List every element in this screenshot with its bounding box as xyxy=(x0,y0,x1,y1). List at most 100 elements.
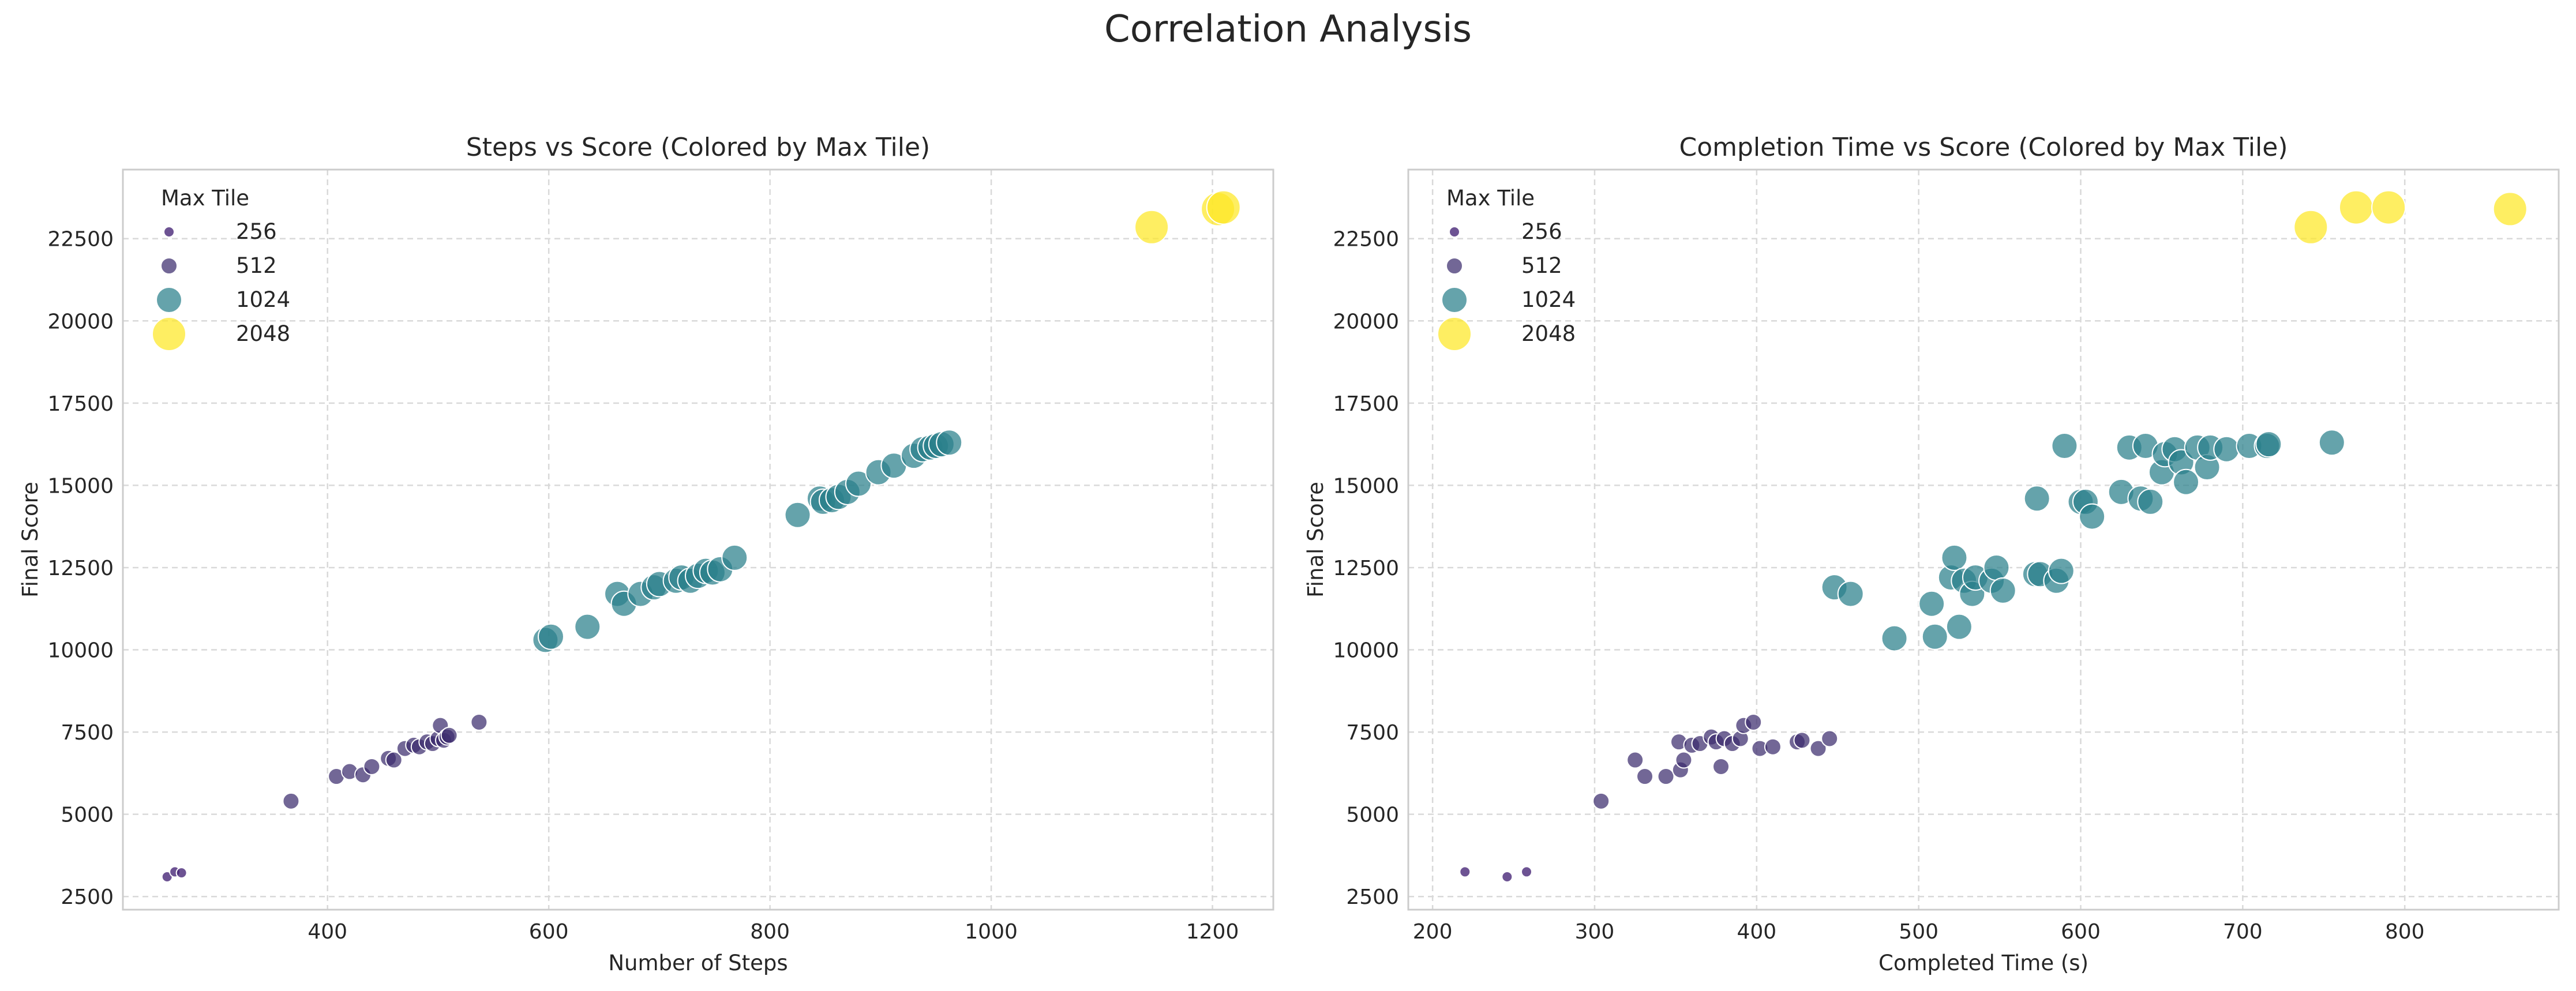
right-x-tick-label: 600 xyxy=(2061,920,2101,944)
right-y-tick-label: 2500 xyxy=(1346,885,1399,909)
left-legend-label-2048: 2048 xyxy=(236,321,290,346)
right-legend-label-1024: 1024 xyxy=(1521,287,1576,312)
right-data-point-512 xyxy=(1821,730,1839,748)
right-legend-title: Max Tile xyxy=(1446,186,1535,211)
right-y-tick-label: 17500 xyxy=(1333,392,1399,416)
left-data-point-1024 xyxy=(784,501,811,528)
right-data-point-1024 xyxy=(1921,623,1948,650)
right-plot-area xyxy=(1408,170,2559,910)
right-y-axis-label: Final Score xyxy=(1303,482,1328,598)
right-x-tick-label: 800 xyxy=(2385,920,2425,944)
left-y-tick-label: 10000 xyxy=(47,639,114,663)
left-data-point-512 xyxy=(470,713,488,731)
right-legend-label-256: 256 xyxy=(1521,219,1562,244)
left-legend-marker-512 xyxy=(160,257,178,275)
left-legend-label-1024: 1024 xyxy=(236,287,290,312)
right-data-point-2048 xyxy=(2371,190,2406,225)
right-y-tick-label: 10000 xyxy=(1333,639,1399,663)
right-data-point-512 xyxy=(1809,740,1827,757)
right-data-point-512 xyxy=(1793,731,1811,749)
right-data-point-2048 xyxy=(2293,209,2328,245)
right-x-axis-label: Completed Time (s) xyxy=(1878,951,2088,975)
left-data-point-512 xyxy=(385,751,403,769)
right-x-tick-label: 500 xyxy=(1899,920,1938,944)
right-data-point-512 xyxy=(1626,751,1644,769)
right-data-point-1024 xyxy=(1989,577,2016,604)
left-y-tick-label: 12500 xyxy=(47,557,114,580)
right-data-point-1024 xyxy=(2318,429,2345,456)
left-x-tick-label: 1200 xyxy=(1186,920,1239,944)
right-plot-frame xyxy=(1407,168,2560,911)
right-data-point-1024 xyxy=(1945,613,1973,640)
right-legend-label-512: 512 xyxy=(1521,253,1562,278)
right-data-point-1024 xyxy=(2079,503,2106,530)
left-legend-label-256: 256 xyxy=(236,219,277,244)
right-legend-marker-256 xyxy=(1449,226,1460,238)
left-x-tick-label: 600 xyxy=(529,920,569,944)
right-data-point-256 xyxy=(1459,866,1471,878)
right-y-tick-label: 20000 xyxy=(1333,310,1399,333)
right-data-point-1024 xyxy=(1941,544,1968,571)
right-x-tick-label: 300 xyxy=(1575,920,1615,944)
left-data-point-1024 xyxy=(721,544,748,571)
right-y-tick-label: 7500 xyxy=(1346,721,1399,745)
left-legend-marker-256 xyxy=(163,226,175,238)
right-data-point-1024 xyxy=(2173,468,2200,496)
right-chart-title: Completion Time vs Score (Colored by Max… xyxy=(1679,133,2288,162)
right-data-point-1024 xyxy=(2023,485,2050,512)
right-data-point-512 xyxy=(1764,738,1782,756)
left-data-point-512 xyxy=(440,726,458,744)
right-data-point-1024 xyxy=(2213,436,2240,463)
left-y-tick-label: 17500 xyxy=(47,392,114,416)
left-y-tick-label: 5000 xyxy=(61,804,114,827)
left-plot-frame xyxy=(122,168,1274,911)
right-data-point-512 xyxy=(1657,768,1675,786)
right-data-point-512 xyxy=(1636,768,1654,786)
right-y-tick-label: 12500 xyxy=(1333,557,1399,580)
right-data-point-1024 xyxy=(2255,431,2282,458)
left-y-tick-label: 15000 xyxy=(47,474,114,498)
left-y-axis-label: Final Score xyxy=(18,482,43,598)
right-data-point-1024 xyxy=(1881,625,1908,652)
figure-title: Correlation Analysis xyxy=(1104,8,1472,51)
left-data-point-1024 xyxy=(845,470,872,497)
right-x-tick-label: 200 xyxy=(1413,920,1453,944)
right-data-point-2048 xyxy=(2338,190,2373,225)
left-y-tick-label: 7500 xyxy=(61,721,114,745)
right-data-point-1024 xyxy=(2051,432,2078,459)
right-data-point-1024 xyxy=(1918,590,1945,617)
left-y-tick-label: 22500 xyxy=(47,228,114,251)
right-data-point-512 xyxy=(1592,792,1610,810)
left-data-point-512 xyxy=(363,757,381,775)
right-data-point-1024 xyxy=(1983,554,2010,581)
left-x-axis-label: Number of Steps xyxy=(608,951,788,975)
left-data-point-1024 xyxy=(537,623,564,650)
left-legend-label-512: 512 xyxy=(236,253,277,278)
left-data-point-512 xyxy=(282,792,300,810)
right-data-point-1024 xyxy=(2048,557,2075,584)
right-data-point-512 xyxy=(1745,713,1763,731)
right-data-point-2048 xyxy=(2492,192,2528,227)
left-x-tick-label: 1000 xyxy=(965,920,1018,944)
left-legend-title: Max Tile xyxy=(161,186,249,211)
right-data-point-1024 xyxy=(1837,580,1864,607)
right-y-tick-label: 5000 xyxy=(1346,804,1399,827)
left-plot-area xyxy=(123,170,1273,910)
left-legend-marker-2048 xyxy=(152,317,186,351)
right-data-point-256 xyxy=(1521,866,1533,878)
right-y-tick-label: 15000 xyxy=(1333,474,1399,498)
left-y-tick-label: 2500 xyxy=(61,885,114,909)
right-x-tick-label: 700 xyxy=(2223,920,2263,944)
right-data-point-512 xyxy=(1712,757,1730,775)
right-x-tick-label: 400 xyxy=(1737,920,1776,944)
right-legend-label-2048: 2048 xyxy=(1521,321,1576,346)
left-data-point-1024 xyxy=(936,429,963,456)
left-legend-marker-1024 xyxy=(156,287,182,313)
right-data-point-256 xyxy=(1501,870,1513,883)
left-x-tick-label: 400 xyxy=(308,920,347,944)
left-data-point-2048 xyxy=(1206,190,1241,225)
right-data-point-512 xyxy=(1675,751,1693,769)
left-data-point-1024 xyxy=(574,613,601,640)
left-y-tick-label: 20000 xyxy=(47,310,114,333)
